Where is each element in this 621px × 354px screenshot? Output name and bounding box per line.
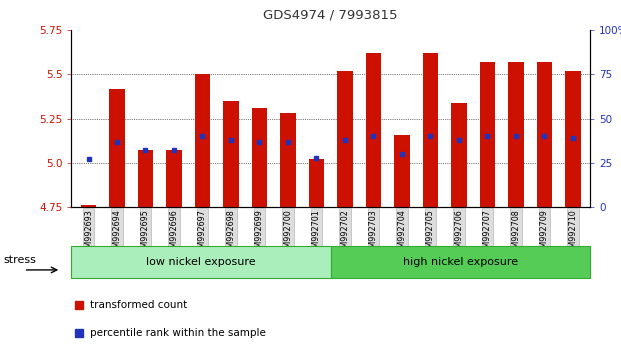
Text: GSM992708: GSM992708 [511, 209, 520, 258]
Bar [81, 205, 96, 207]
Text: GSM992695: GSM992695 [141, 209, 150, 258]
Text: GSM992701: GSM992701 [312, 209, 321, 258]
Bar [280, 113, 296, 207]
Text: low nickel exposure: low nickel exposure [146, 257, 256, 267]
Bar [138, 150, 153, 207]
Text: GSM992705: GSM992705 [426, 209, 435, 258]
Bar [565, 71, 581, 207]
Bar [422, 53, 438, 207]
Bar [252, 108, 267, 207]
Text: GDS4974 / 7993815: GDS4974 / 7993815 [263, 9, 398, 22]
Text: percentile rank within the sample: percentile rank within the sample [89, 327, 266, 338]
Text: GSM992696: GSM992696 [170, 209, 178, 258]
Text: GSM992698: GSM992698 [227, 209, 235, 258]
Bar [166, 150, 182, 207]
FancyBboxPatch shape [330, 246, 590, 278]
Bar [194, 74, 211, 207]
Bar [109, 88, 125, 207]
Text: high nickel exposure: high nickel exposure [403, 257, 518, 267]
Bar [309, 159, 324, 207]
Text: GSM992707: GSM992707 [483, 209, 492, 258]
Text: GSM992704: GSM992704 [397, 209, 406, 258]
Text: GSM992693: GSM992693 [84, 209, 93, 258]
Text: GSM992710: GSM992710 [568, 209, 578, 258]
Bar [451, 103, 467, 207]
Text: GSM992694: GSM992694 [112, 209, 122, 258]
Text: GSM992697: GSM992697 [198, 209, 207, 258]
Text: GSM992709: GSM992709 [540, 209, 549, 258]
Text: transformed count: transformed count [89, 299, 187, 310]
Bar [337, 71, 353, 207]
Text: GSM992700: GSM992700 [283, 209, 292, 258]
Text: GSM992703: GSM992703 [369, 209, 378, 258]
Bar [537, 62, 552, 207]
Bar [223, 101, 239, 207]
Text: stress: stress [3, 255, 36, 265]
Bar [508, 62, 524, 207]
Bar [479, 62, 495, 207]
FancyBboxPatch shape [71, 246, 330, 278]
Bar [394, 135, 410, 207]
Bar [366, 53, 381, 207]
Text: GSM992702: GSM992702 [340, 209, 350, 258]
Text: GSM992706: GSM992706 [455, 209, 463, 258]
Text: GSM992699: GSM992699 [255, 209, 264, 258]
